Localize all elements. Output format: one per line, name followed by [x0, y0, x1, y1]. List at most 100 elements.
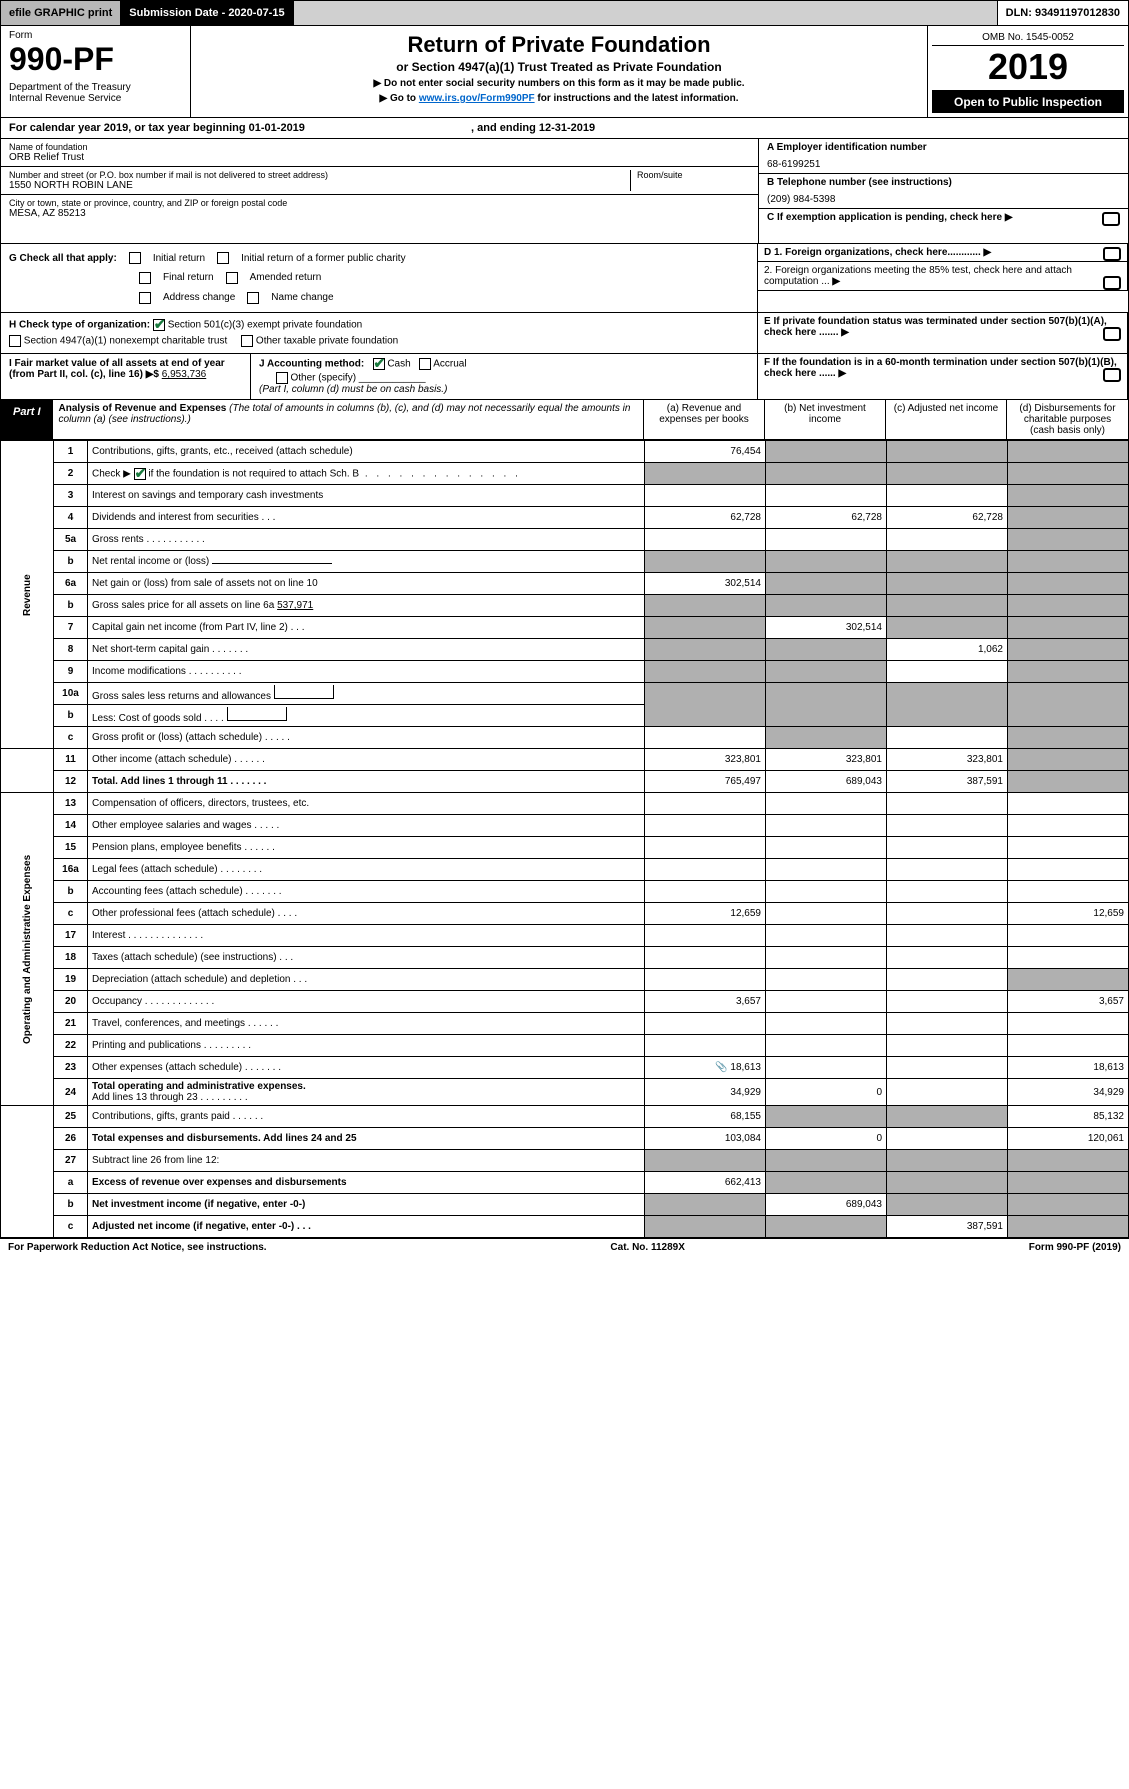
part1-table: Revenue 1 Contributions, gifts, grants, … [0, 440, 1129, 1238]
final-return-checkbox[interactable] [139, 272, 151, 284]
line-num: b [54, 705, 88, 727]
table-row: 5aGross rents . . . . . . . . . . . [1, 529, 1129, 551]
form-header: Form 990-PF Department of the Treasury I… [0, 26, 1129, 118]
col-d-header: (d) Disbursements for charitable purpose… [1007, 400, 1128, 439]
address-cell: Number and street (or P.O. box number if… [1, 167, 758, 195]
h-block: H Check type of organization: Section 50… [1, 313, 758, 353]
name-change-label: Name change [271, 292, 333, 304]
h-e-block: H Check type of organization: Section 50… [0, 313, 1129, 354]
line-num: b [54, 551, 88, 573]
accrual-checkbox[interactable] [419, 358, 431, 370]
addr-label: Number and street (or P.O. box number if… [9, 170, 630, 180]
line-num: c [54, 1216, 88, 1238]
table-row: 27Subtract line 26 from line 12: [1, 1150, 1129, 1172]
line-num: c [54, 727, 88, 749]
line-desc: Net investment income (if negative, ente… [88, 1194, 645, 1216]
ein-cell: A Employer identification number 68-6199… [759, 139, 1128, 174]
c-checkbox[interactable] [1102, 212, 1120, 226]
c-label: C If exemption application is pending, c… [767, 212, 1002, 223]
address: 1550 NORTH ROBIN LANE [9, 180, 630, 191]
line-desc: Contributions, gifts, grants, etc., rece… [88, 441, 645, 463]
d2-checkbox[interactable] [1103, 276, 1121, 290]
table-row: 16aLegal fees (attach schedule) . . . . … [1, 859, 1129, 881]
c3-checkbox[interactable] [153, 319, 165, 331]
val-b: 689,043 [766, 771, 887, 793]
table-row: bAccounting fees (attach schedule) . . .… [1, 881, 1129, 903]
spacer [294, 1, 998, 25]
d1-row: D 1. Foreign organizations, check here..… [758, 244, 1128, 262]
line-num: 6a [54, 573, 88, 595]
line-num: 19 [54, 969, 88, 991]
val-a: 662,413 [645, 1172, 766, 1194]
phone-cell: B Telephone number (see instructions) (2… [759, 174, 1128, 209]
initial-return-checkbox[interactable] [129, 252, 141, 264]
line-desc: Gross rents . . . . . . . . . . . [88, 529, 645, 551]
r2-prefix: Check ▶ [92, 468, 134, 479]
line-desc: Occupancy . . . . . . . . . . . . . [88, 991, 645, 1013]
amended-checkbox[interactable] [226, 272, 238, 284]
sch-b-checkbox[interactable] [134, 468, 146, 480]
part1-title: Analysis of Revenue and Expenses [59, 403, 227, 414]
table-row: 21Travel, conferences, and meetings . . … [1, 1013, 1129, 1035]
4947-checkbox[interactable] [9, 335, 21, 347]
table-row: 14Other employee salaries and wages . . … [1, 815, 1129, 837]
table-row: cAdjusted net income (if negative, enter… [1, 1216, 1129, 1238]
line-desc: Total expenses and disbursements. Add li… [88, 1128, 645, 1150]
g-d-block: G Check all that apply: Initial return I… [0, 244, 1129, 313]
val-a: 3,657 [645, 991, 766, 1013]
line-desc: Gross sales price for all assets on line… [88, 595, 645, 617]
efile-button[interactable]: efile GRAPHIC print [1, 1, 121, 25]
form-link[interactable]: www.irs.gov/Form990PF [419, 93, 535, 104]
line-desc: Contributions, gifts, grants paid . . . … [88, 1106, 645, 1128]
addr-change-checkbox[interactable] [139, 292, 151, 304]
line-num: 3 [54, 485, 88, 507]
cal-year-begin: For calendar year 2019, or tax year begi… [9, 122, 305, 134]
other-method-checkbox[interactable] [276, 372, 288, 384]
i-j-f-block: I Fair market value of all assets at end… [0, 354, 1129, 400]
e-block: E If private foundation status was termi… [758, 313, 1128, 353]
other-tax-checkbox[interactable] [241, 335, 253, 347]
table-row: 25Contributions, gifts, grants paid . . … [1, 1106, 1129, 1128]
table-row: 10aGross sales less returns and allowanc… [1, 683, 1129, 705]
part1-header: Part I Analysis of Revenue and Expenses … [0, 400, 1129, 440]
phone-label: B Telephone number (see instructions) [767, 177, 1120, 188]
d1-checkbox[interactable] [1103, 247, 1121, 261]
val-b: 689,043 [766, 1194, 887, 1216]
line-desc: Adjusted net income (if negative, enter … [88, 1216, 645, 1238]
expenses-vert-label: Operating and Administrative Expenses [1, 793, 54, 1106]
line-num: 22 [54, 1035, 88, 1057]
f-label: F If the foundation is in a 60-month ter… [764, 357, 1117, 379]
line-desc: Interest on savings and temporary cash i… [88, 485, 645, 507]
final-return-label: Final return [163, 272, 214, 284]
line-desc: Less: Cost of goods sold . . . . [88, 705, 645, 727]
foundation-name-cell: Name of foundation ORB Relief Trust [1, 139, 758, 167]
r6b-val: 537,971 [277, 600, 313, 611]
line-desc: Check ▶ if the foundation is not require… [88, 463, 645, 485]
4947-label: Section 4947(a)(1) nonexempt charitable … [24, 336, 227, 347]
i-value: 6,953,736 [162, 369, 207, 380]
j-label: J Accounting method: [259, 359, 364, 370]
header-sub2a: ▶ Do not enter social security numbers o… [197, 78, 921, 89]
line-desc: Printing and publications . . . . . . . … [88, 1035, 645, 1057]
other-method-label: Other (specify) [290, 373, 356, 384]
val-b [766, 441, 887, 463]
e-checkbox[interactable] [1103, 327, 1121, 341]
table-row: 18Taxes (attach schedule) (see instructi… [1, 947, 1129, 969]
val-d: 85,132 [1008, 1106, 1129, 1128]
line-num: 18 [54, 947, 88, 969]
table-row: Revenue 1 Contributions, gifts, grants, … [1, 441, 1129, 463]
line-desc: Total operating and administrative expen… [88, 1079, 645, 1106]
initial-former-checkbox[interactable] [217, 252, 229, 264]
ein: 68-6199251 [767, 159, 1120, 170]
header-center: Return of Private Foundation or Section … [191, 26, 928, 117]
line-num: b [54, 1194, 88, 1216]
name-change-checkbox[interactable] [247, 292, 259, 304]
f-checkbox[interactable] [1103, 368, 1121, 382]
cash-checkbox[interactable] [373, 358, 385, 370]
table-row: 8Net short-term capital gain . . . . . .… [1, 639, 1129, 661]
line-desc: Interest . . . . . . . . . . . . . . [88, 925, 645, 947]
form-word: Form [9, 30, 182, 41]
line-desc: Other professional fees (attach schedule… [88, 903, 645, 925]
part1-label: Part I [1, 400, 53, 439]
footer-right: Form 990-PF (2019) [1029, 1242, 1121, 1253]
